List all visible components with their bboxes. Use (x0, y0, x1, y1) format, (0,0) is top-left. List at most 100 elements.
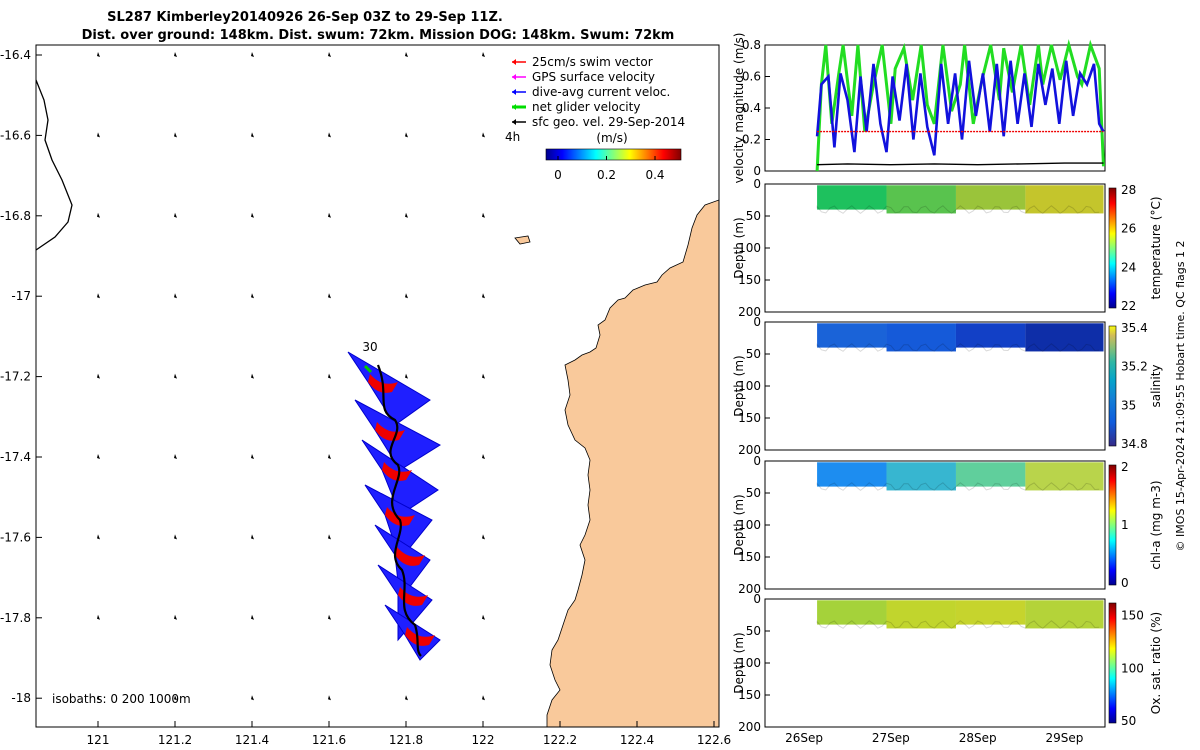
sfc-vector-arrow (174, 52, 177, 57)
velocity-series-3 (817, 162, 1104, 166)
legend-arrowhead (512, 59, 516, 65)
swim-vector-cluster (405, 627, 435, 646)
sfc-vector-arrow (97, 52, 100, 57)
section-colorbar-tick-label: 50 (1121, 714, 1136, 728)
sfc-vector-arrow (405, 52, 408, 57)
colorbar-tick-label: 0.4 (645, 168, 664, 182)
sfc-vector-arrow (482, 52, 485, 57)
legend-arrowhead (512, 89, 516, 95)
section-colorbar-tick-label: 24 (1121, 260, 1136, 274)
sfc-vector-arrow (97, 212, 100, 218)
section-y-tick-label: 50 (746, 209, 761, 223)
section-data-band (817, 462, 887, 487)
legend-label: 25cm/s swim vector (532, 55, 653, 69)
sfc-vector-arrow (251, 373, 254, 379)
sfc-vector-arrow (328, 454, 331, 459)
velocity-y-tick-label: 0.6 (742, 70, 761, 84)
velocity-series-0 (815, 39, 1105, 172)
map-frame (35, 44, 720, 728)
section-colorbar-tick-label: 150 (1121, 609, 1144, 623)
sfc-vector-arrow (405, 695, 408, 701)
time-axis-ticks: 26Sep 27Sep 28Sep 29Sep (785, 731, 1083, 745)
sfc-vector-arrow (174, 293, 177, 299)
sfc-vector-arrow (97, 132, 100, 138)
sfc-vector-arrow (97, 534, 100, 540)
section-y-tick-label: 150 (738, 273, 761, 287)
section-data-band (955, 323, 1026, 348)
sfc-vector-arrow (482, 454, 485, 459)
section-y-tick-label: 200 (738, 305, 761, 319)
speed-colorbar-ticks: 0 0.2 0.4 (554, 156, 665, 182)
section-dive-edge (816, 482, 1100, 492)
section-ylabel: Depth (m) (732, 355, 746, 416)
sfc-vector-arrow (405, 293, 408, 299)
time-tick-label: 27Sep (872, 731, 910, 745)
section-colorbar (1108, 602, 1117, 724)
section-colorbar-tick-label: 2 (1121, 460, 1129, 474)
sfc-vector-arrow (328, 534, 331, 540)
sfc-vector-arrow (97, 373, 100, 379)
map-y-tick-label: -16.8 (0, 209, 31, 223)
sfc-vector-arrow (174, 614, 177, 620)
section-y-tick-label: 50 (746, 486, 761, 500)
map-y-tick-label: -16.4 (0, 48, 31, 62)
sfc-vector-arrow (328, 614, 331, 620)
sfc-vector-arrow (251, 212, 254, 218)
map-y-tick-label: -17.2 (0, 370, 31, 384)
section-y-tick-label: 50 (746, 624, 761, 638)
section-y-tick-label: 50 (746, 347, 761, 361)
title-line2: Dist. over ground: 148km. Dist. swum: 72… (82, 28, 675, 43)
velocity-y-tick-label: 0.4 (742, 101, 761, 115)
sfc-vector-arrow (174, 454, 177, 459)
coastline-land (546, 199, 719, 727)
section-colorbar-tick-label: 1 (1121, 518, 1129, 532)
section-colorbar-label: temperature (°C) (1149, 197, 1163, 300)
sfc-vector-arrow (251, 52, 254, 57)
colorbar-tick-label: 0.2 (597, 168, 616, 182)
section-ylabel: Depth (m) (732, 217, 746, 278)
map-x-tick-label: 122.2 (543, 733, 577, 747)
isobath-label: isobaths: 0 200 1000m (52, 692, 191, 706)
sfc-vector-arrow (251, 534, 254, 540)
time-tick-label: 29Sep (1046, 731, 1084, 745)
section-data-band (886, 185, 956, 214)
sfc-vector-arrow (405, 212, 408, 218)
map-y-tick-label: -17 (11, 289, 31, 303)
section-y-tick-label: 200 (738, 443, 761, 457)
isobath-line (35, 79, 73, 251)
velocity-series-1 (815, 60, 1105, 156)
section-colorbar (1108, 464, 1117, 586)
footer-credit: © IMOS 15-Apr-2024 21:09:55 Hobart time.… (1174, 241, 1187, 552)
section-dive-edge (816, 620, 1100, 630)
sfc-vector-arrow (328, 695, 331, 701)
section-colorbar-tick-label: 35 (1121, 398, 1136, 412)
section-data-band (886, 323, 956, 352)
sfc-vector-arrow (482, 614, 485, 620)
section-y-tick-label: 100 (738, 518, 761, 532)
title-line1: SL287 Kimberley20140926 26-Sep 03Z to 29… (107, 10, 503, 25)
section-y-tick-label: 200 (738, 720, 761, 734)
sfc-vector-arrow (482, 695, 485, 701)
section-data-band (1025, 323, 1104, 352)
legend-label: GPS surface velocity (532, 70, 655, 84)
legend-arrowhead (512, 74, 516, 80)
section-dive-edge (816, 205, 1100, 215)
sfc-vector-arrow (97, 293, 100, 299)
map-y-tick-label: -17.4 (0, 450, 31, 464)
map-y-tick-label: -17.8 (0, 611, 31, 625)
map-y-tick-label: -18 (11, 691, 31, 705)
sfc-vector-arrow (97, 614, 100, 620)
section-data-band (955, 185, 1026, 210)
legend-label: net glider velocity (532, 100, 640, 114)
section-colorbar-label: chl-a (mg m-3) (1149, 480, 1163, 569)
section-data-band (886, 600, 956, 629)
sfc-vector-arrow (328, 373, 331, 379)
map-x-tick-label: 121 (87, 733, 110, 747)
section-colorbar-tick-label: 22 (1121, 299, 1136, 313)
section-colorbar-tick-label: 35.4 (1121, 321, 1148, 335)
legend-label: dive-avg current veloc. (532, 85, 670, 99)
swim-vector-cluster (385, 507, 415, 526)
section-ylabel: Depth (m) (732, 494, 746, 555)
section-colorbar-tick-label: 0 (1121, 576, 1129, 590)
